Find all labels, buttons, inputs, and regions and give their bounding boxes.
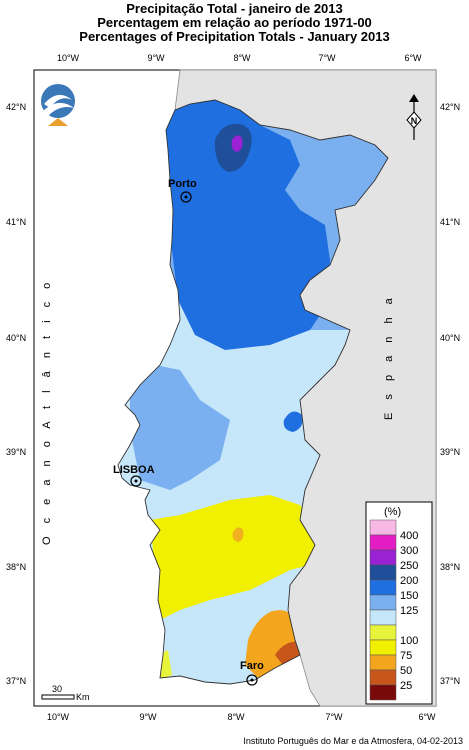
- legend-swatch: [369, 669, 397, 686]
- lat-label: 40°N: [440, 333, 460, 343]
- lon-label: 10°W: [47, 712, 70, 722]
- legend-label: 250: [400, 560, 418, 572]
- lat-label: 42°N: [440, 102, 460, 112]
- legend-label: 125: [400, 605, 418, 617]
- legend-swatch: [369, 549, 397, 566]
- lat-label: 38°N: [6, 562, 26, 572]
- lon-label: 6°W: [418, 712, 436, 722]
- lat-label: 42°N: [6, 102, 26, 112]
- scale-unit: Km: [76, 692, 90, 702]
- ocean-label: O c e a n o A t l â n t i c o: [41, 278, 53, 545]
- credit-text: Instituto Português do Mar e da Atmosfer…: [243, 736, 463, 746]
- legend-swatch: [369, 564, 397, 581]
- zone-150-200-center: [130, 360, 230, 490]
- legend-swatch: [369, 534, 397, 551]
- legend-swatch: [369, 579, 397, 596]
- lon-label: 10°W: [57, 53, 80, 63]
- city-faro: Faro: [240, 660, 264, 686]
- legend-title: (%): [384, 506, 401, 518]
- legend-label: 50: [400, 665, 412, 677]
- lat-labels-right: 42°N 41°N 40°N 39°N 38°N 37°N: [440, 102, 460, 686]
- lon-labels-bottom: 10°W 9°W 8°W 7°W 6°W: [47, 712, 436, 722]
- legend-swatch: [369, 684, 397, 701]
- lat-labels-left: 42°N 41°N 40°N 39°N 38°N 37°N: [6, 102, 26, 686]
- title-pt: Precipitação Total - janeiro de 2013: [126, 1, 343, 16]
- lon-label: 7°W: [325, 712, 343, 722]
- title-en: Percentages of Precipitation Totals - Ja…: [79, 29, 390, 44]
- city-label: LISBOA: [113, 464, 155, 476]
- legend-swatch: [369, 639, 397, 656]
- scale-bar: 30 Km: [41, 684, 90, 702]
- legend-label: 200: [400, 575, 418, 587]
- ipma-logo: [41, 84, 75, 126]
- lon-label: 7°W: [318, 53, 336, 63]
- legend-label: 150: [400, 590, 418, 602]
- city-lisboa: LISBOA: [113, 464, 155, 487]
- scale-value: 30: [52, 684, 62, 694]
- legend-label: 300: [400, 545, 418, 557]
- lat-label: 39°N: [440, 447, 460, 457]
- legend-swatch: [369, 654, 397, 671]
- lat-label: 37°N: [440, 676, 460, 686]
- lat-label: 40°N: [6, 333, 26, 343]
- zone-300-400: [231, 135, 243, 152]
- legend-swatch: [369, 609, 397, 626]
- legend-label: 25: [400, 680, 412, 692]
- lat-label: 37°N: [6, 676, 26, 686]
- city-label: Faro: [240, 660, 264, 672]
- legend-swatch: [369, 594, 397, 611]
- zone-50-75-spot: [232, 527, 244, 542]
- legend: (%) 400 300 250 200 150 125 100 75 50 25: [365, 501, 433, 705]
- lon-label: 9°W: [139, 712, 157, 722]
- lon-label: 6°W: [404, 53, 422, 63]
- zone-200-250-spot: [283, 411, 303, 432]
- zone-75-100: [150, 495, 330, 620]
- zone-200-250: [160, 100, 330, 350]
- lat-label: 41°N: [440, 217, 460, 227]
- north-arrow-icon: N: [406, 94, 422, 140]
- legend-swatch: [369, 624, 397, 641]
- map-titles: Precipitação Total - janeiro de 2013 Per…: [0, 2, 469, 44]
- title-sub-pt: Percentagem em relação ao período 1971-0…: [97, 15, 372, 30]
- lat-label: 39°N: [6, 447, 26, 457]
- lon-label: 8°W: [233, 53, 251, 63]
- city-porto: Porto: [168, 178, 197, 203]
- legend-label: 75: [400, 650, 412, 662]
- legend-label: 400: [400, 530, 418, 542]
- lon-label: 8°W: [227, 712, 245, 722]
- lat-label: 38°N: [440, 562, 460, 572]
- spain-label: E s p a n h a: [383, 293, 395, 420]
- city-label: Porto: [168, 178, 197, 190]
- legend-label: 100: [400, 635, 418, 647]
- lat-label: 41°N: [6, 217, 26, 227]
- north-label: N: [411, 116, 418, 126]
- portugal-outline: [117, 99, 389, 685]
- legend-swatch: [369, 519, 397, 536]
- lon-label: 9°W: [147, 53, 165, 63]
- lon-labels-top: 10°W 9°W 8°W 7°W 6°W: [57, 53, 422, 63]
